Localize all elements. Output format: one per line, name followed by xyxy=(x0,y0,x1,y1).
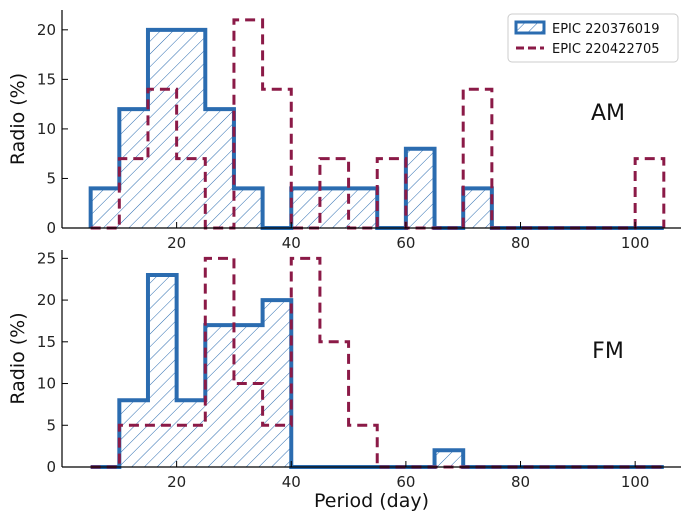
y-tick-label: 5 xyxy=(46,169,56,187)
legend-label: EPIC 220422705 xyxy=(552,42,660,57)
legend-label: EPIC 220376019 xyxy=(552,22,660,37)
x-tick-label: 40 xyxy=(282,473,301,491)
y-tick-label: 0 xyxy=(46,458,56,476)
y-tick-label: 20 xyxy=(37,291,56,309)
panel-label: FM xyxy=(592,339,624,364)
x-tick-label: 60 xyxy=(396,473,415,491)
y-axis-title: Radio (%) xyxy=(7,312,29,404)
panel-fm: 0 5 10 15 20 25 20 40 60 80 100 Radio (%) Period (da… xyxy=(7,249,681,512)
panel-am: 0 5 10 15 20 20 40 60 80 100 Radio (%) AM EPIC 22037… xyxy=(7,10,681,252)
x-tick-label: 100 xyxy=(621,234,650,252)
y-tick-label: 15 xyxy=(37,333,56,351)
y-tick-label: 15 xyxy=(37,70,56,88)
x-tick-label: 20 xyxy=(167,473,186,491)
y-tick-label: 0 xyxy=(46,219,56,237)
x-tick-label: 80 xyxy=(511,234,530,252)
x-tick-label: 100 xyxy=(621,473,650,491)
x-tick-label: 60 xyxy=(396,234,415,252)
y-axis-title: Radio (%) xyxy=(7,73,29,165)
y-tick-label: 25 xyxy=(37,249,56,267)
panel-label: AM xyxy=(591,101,625,126)
x-axis-title: Period (day) xyxy=(314,490,429,512)
y-tick-label: 10 xyxy=(37,120,56,138)
x-tick-label: 20 xyxy=(167,234,186,252)
y-tick-label: 5 xyxy=(46,416,56,434)
y-tick-label: 20 xyxy=(37,21,56,39)
x-tick-label: 40 xyxy=(282,234,301,252)
y-tick-label: 10 xyxy=(37,375,56,393)
legend-swatch xyxy=(516,22,544,33)
x-tick-label: 80 xyxy=(511,473,530,491)
